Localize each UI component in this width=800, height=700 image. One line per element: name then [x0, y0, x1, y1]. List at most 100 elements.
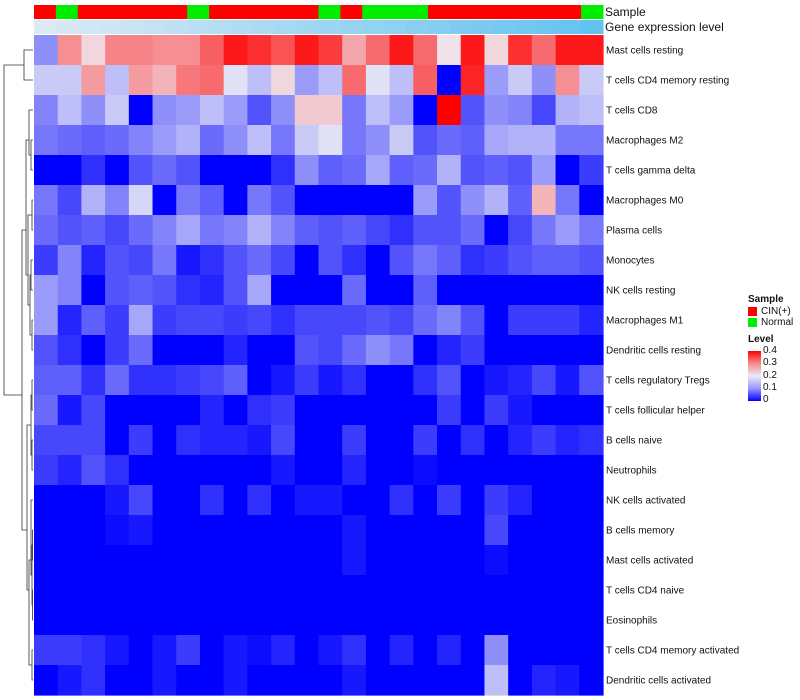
heatmap-cell	[271, 395, 296, 426]
heatmap-cell	[271, 215, 296, 246]
heatmap-cell	[176, 575, 201, 606]
heatmap-cell	[247, 335, 272, 366]
heatmap-cell	[271, 605, 296, 636]
heatmap-cell	[34, 485, 59, 516]
heatmap-cell	[152, 455, 177, 486]
heatmap-cell	[365, 245, 391, 276]
heatmap-cell	[508, 155, 533, 186]
heatmap-cell	[318, 155, 343, 186]
heatmap-cell	[176, 605, 201, 636]
heatmap-cell	[223, 185, 248, 216]
expression-annotation-cell	[340, 20, 363, 34]
cin-swatch	[748, 307, 757, 316]
heatmap-cell	[294, 485, 320, 516]
heatmap-cell	[271, 575, 296, 606]
heatmap-cell	[484, 365, 509, 396]
heatmap-cell	[531, 155, 557, 186]
heatmap-cell	[555, 305, 580, 336]
heatmap-cell	[247, 605, 272, 636]
heatmap-cell	[531, 365, 557, 396]
heatmap-cell	[579, 575, 604, 606]
expression-annotation-cell	[471, 20, 495, 34]
heatmap-cell	[81, 635, 106, 666]
heatmap-cell	[199, 665, 225, 696]
sample-annotation-cell	[252, 5, 276, 19]
heatmap-cell	[413, 605, 438, 636]
heatmap-cell	[176, 335, 201, 366]
heatmap-cell	[128, 545, 154, 576]
heatmap-cell	[318, 665, 343, 696]
row-label: NK cells activated	[606, 496, 685, 507]
heatmap-cell	[365, 215, 391, 246]
heatmap-cell	[389, 635, 414, 666]
heatmap-cell	[460, 35, 486, 66]
dendrogram-branch	[27, 214, 32, 306]
heatmap-cell	[318, 455, 343, 486]
heatmap-cell	[484, 425, 509, 456]
heatmap-cell	[531, 455, 557, 486]
sample-legend-title: Sample	[748, 294, 784, 305]
column-annotations	[34, 5, 604, 34]
heatmap-cell	[247, 425, 272, 456]
heatmap-cell	[579, 425, 604, 456]
heatmap-cell	[152, 485, 177, 516]
heatmap-cell	[81, 35, 106, 66]
heatmap-cell	[484, 215, 509, 246]
heatmap-cell	[508, 455, 533, 486]
heatmap-cell	[579, 545, 604, 576]
heatmap-cell	[128, 155, 154, 186]
heatmap-cell	[389, 395, 414, 426]
dendrogram-branch	[31, 199, 33, 231]
heatmap-cell	[34, 365, 59, 396]
dendrogram-branch	[31, 649, 33, 681]
heatmap-cell	[437, 395, 462, 426]
heatmap-cell	[460, 515, 486, 546]
heatmap-cell	[176, 665, 201, 696]
heatmap-cell	[57, 485, 83, 516]
heatmap-cell	[34, 95, 59, 126]
heatmap-cell	[437, 665, 462, 696]
sample-annotation-cell	[449, 5, 473, 19]
heatmap-cell	[176, 635, 201, 666]
heatmap-cell	[484, 185, 509, 216]
heatmap-cell	[365, 515, 391, 546]
heatmap-cell	[508, 215, 533, 246]
heatmap-cell	[34, 575, 59, 606]
heatmap-cell	[365, 605, 391, 636]
heatmap-cell	[365, 665, 391, 696]
heatmap-cell	[413, 125, 438, 156]
heatmap-cell	[152, 305, 177, 336]
sample-annotation-cell	[187, 5, 210, 19]
heatmap-cell	[484, 455, 509, 486]
level-legend-title: Level	[748, 334, 774, 345]
heatmap-cell	[460, 395, 486, 426]
sample-annotation-cell	[165, 5, 188, 19]
heatmap-cell	[152, 65, 177, 96]
heatmap-cell	[105, 125, 130, 156]
heatmap-cell	[247, 635, 272, 666]
sample-annotation-cell	[230, 5, 254, 19]
heatmap-cell	[437, 575, 462, 606]
row-label: Mast cells activated	[606, 556, 693, 567]
heatmap-cell	[460, 665, 486, 696]
heatmap-cell	[318, 545, 343, 576]
heatmap-cell	[199, 515, 225, 546]
heatmap-cell	[318, 425, 343, 456]
heatmap-cell	[176, 95, 201, 126]
expression-annotation-cell	[427, 20, 451, 34]
heatmap-cell	[365, 155, 391, 186]
sample-annotation-cell	[406, 5, 429, 19]
heatmap-cell	[342, 35, 367, 66]
heatmap-cell	[81, 185, 106, 216]
heatmap-cell	[389, 665, 414, 696]
heatmap-cell	[271, 665, 296, 696]
heatmap-cell	[555, 185, 580, 216]
heatmap-cell	[199, 65, 225, 96]
heatmap-cell	[128, 425, 154, 456]
heatmap-cell	[508, 95, 533, 126]
heatmap-cell	[579, 275, 604, 306]
heatmap-cell	[413, 215, 438, 246]
heatmap-cell	[34, 425, 59, 456]
legend-item-cin: CIN(+)	[748, 306, 793, 317]
heatmap-cell	[105, 245, 130, 276]
